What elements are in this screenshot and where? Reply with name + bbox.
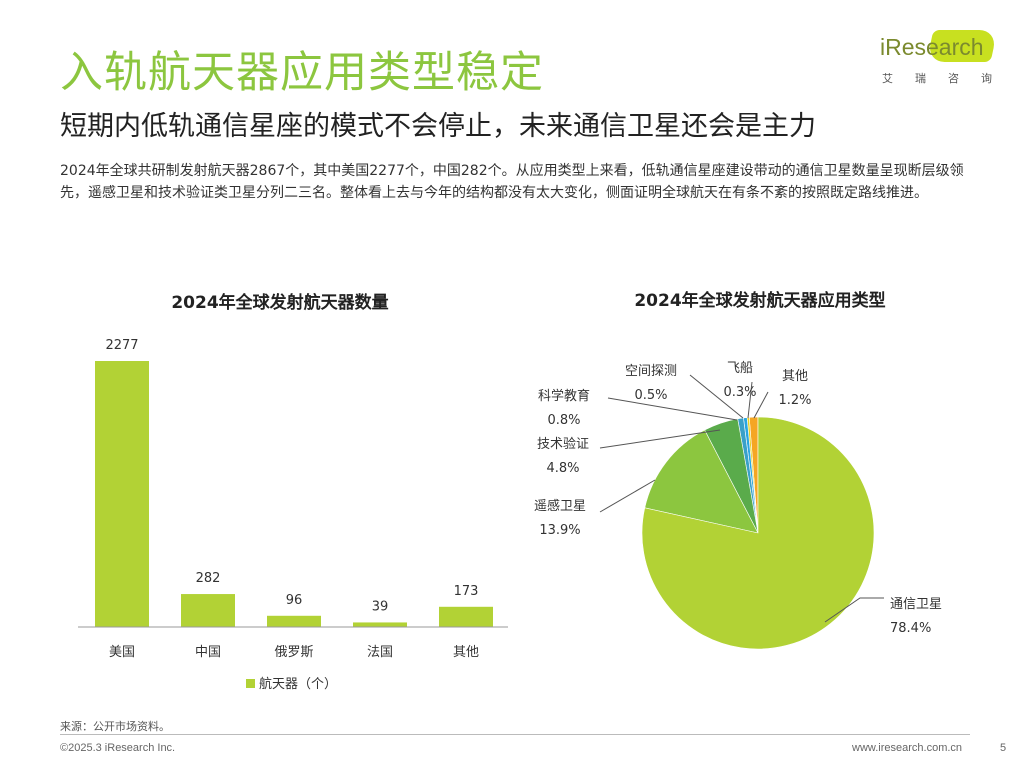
footer-copyright: ©2025.3 iResearch Inc.	[60, 742, 176, 754]
bar-value-label: 2277	[105, 338, 138, 353]
logo-subtitle: 艾瑞咨询	[882, 72, 1014, 85]
pie-slice-percent: 0.3%	[723, 385, 756, 400]
bar-chart-title: 2024年全球发射航天器数量	[171, 292, 388, 313]
bar-value-label: 173	[454, 584, 479, 599]
bar-chart: 2024年全球发射航天器数量 2277 美国 282 中国 96 俄罗斯 39 法国 173 其他…	[78, 292, 508, 692]
footer-divider	[60, 734, 970, 735]
bar-value-label: 282	[196, 571, 221, 586]
bar-category-label: 中国	[195, 645, 221, 660]
bar-legend-swatch	[246, 679, 255, 688]
pie-slice-label: 科学教育	[538, 388, 590, 404]
pie-leader-line	[607, 397, 738, 421]
page-title: 入轨航天器应用类型稳定	[60, 48, 544, 98]
pie-slice-percent: 1.2%	[778, 393, 811, 408]
pie-slice-label: 其他	[782, 369, 808, 384]
pie-leader-line	[599, 429, 721, 449]
pie-leader-line	[824, 597, 884, 623]
page-subtitle: 短期内低轨通信星座的模式不会停止，未来通信卫星还会是主力	[60, 111, 816, 142]
bar-1	[181, 594, 235, 627]
pie-slice-label: 遥感卫星	[534, 498, 586, 514]
logo-name: iResearch	[880, 34, 984, 60]
footer-url[interactable]: www.iresearch.com.cn	[852, 742, 963, 754]
source-note: 来源：公开市场资料。	[60, 720, 170, 733]
page-number: 5	[1000, 742, 1007, 754]
pie-slice-percent: 0.8%	[547, 413, 580, 428]
bar-3	[353, 622, 407, 627]
pie-leader-line	[753, 391, 769, 419]
pie-leader-line	[689, 374, 744, 419]
pie-leader-line	[599, 479, 656, 513]
bar-legend: 航天器（个）	[246, 676, 337, 692]
pie-leader-line	[747, 381, 753, 419]
summary-paragraph: 2024年全球共研制发射航天器2867个，其中美国2277个，中国282个。从应…	[60, 163, 964, 201]
bar-4	[439, 606, 493, 627]
bar-0	[95, 361, 149, 627]
pie-slice-6	[641, 416, 875, 650]
bar-2	[267, 615, 321, 627]
bar-legend-label: 航天器（个）	[259, 676, 337, 692]
pie-chart-title: 2024年全球发射航天器应用类型	[634, 290, 885, 311]
bar-value-label: 96	[286, 593, 303, 608]
bar-category-label: 法国	[367, 645, 393, 660]
iresearch-logo: iResearch 艾瑞咨询	[880, 30, 998, 90]
bar-category-label: 美国	[109, 645, 135, 660]
pie-slice-label: 技术验证	[537, 436, 589, 452]
pie-slice-percent: 0.5%	[634, 388, 667, 403]
pie-slice-label: 空间探测	[625, 364, 677, 379]
pie-slice-percent: 13.9%	[539, 523, 580, 538]
pie-slice-label: 通信卫星	[890, 597, 942, 612]
pie-slice-percent: 78.4%	[890, 621, 931, 636]
bar-category-label: 俄罗斯	[274, 645, 313, 660]
pie-slice-label: 飞船	[727, 361, 753, 376]
pie-chart: 2024年全球发射航天器应用类型 通信卫星 78.4% 遥感卫星 13.9% 技术验证 4…	[534, 290, 942, 650]
bar-value-label: 39	[372, 599, 389, 614]
bar-category-label: 其他	[453, 645, 479, 660]
pie-slice-percent: 4.8%	[546, 461, 579, 476]
